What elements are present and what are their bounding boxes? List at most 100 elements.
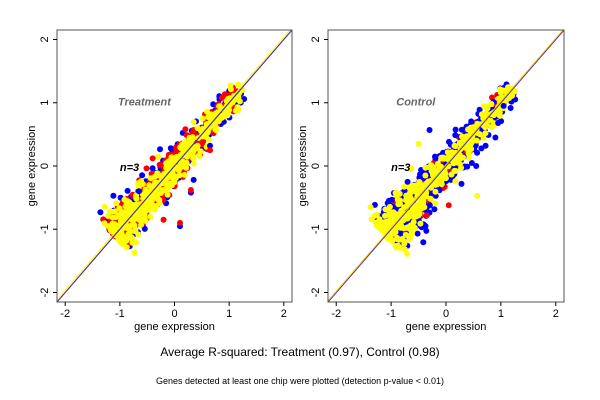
- data-point: [154, 194, 161, 200]
- data-point: [436, 162, 443, 169]
- data-point: [452, 178, 459, 185]
- data-point: [408, 231, 415, 238]
- y-tick-label: -2: [39, 288, 51, 298]
- data-point: [456, 151, 463, 158]
- outlier-point: [445, 202, 452, 209]
- data-point: [408, 165, 415, 172]
- x-tick-label: 0: [171, 308, 177, 320]
- data-point: [120, 233, 127, 240]
- outlier-point: [176, 219, 183, 226]
- data-point: [468, 118, 475, 125]
- data-point: [381, 219, 388, 226]
- data-point: [430, 172, 437, 179]
- data-point: [154, 170, 161, 177]
- data-point: [111, 208, 118, 215]
- x-tick-label: -1: [115, 308, 125, 320]
- data-point: [157, 146, 163, 153]
- data-point: [130, 216, 137, 223]
- outlier-point: [423, 212, 430, 219]
- y-tick-label: 2: [39, 36, 51, 42]
- data-point: [381, 212, 388, 219]
- y-tick-label: 1: [310, 100, 322, 106]
- data-point: [432, 188, 439, 195]
- data-point: [452, 132, 459, 139]
- y-axis-title: gene expression: [297, 126, 309, 207]
- x-tick-label: 1: [226, 308, 232, 320]
- data-point: [417, 171, 423, 178]
- y-tick-label: 0: [39, 163, 51, 169]
- data-point: [236, 89, 243, 96]
- data-point: [446, 138, 452, 145]
- data-point: [406, 197, 413, 204]
- r-squared-caption: Average R-squared: Treatment (0.97), Con…: [160, 345, 440, 359]
- data-point: [405, 223, 412, 230]
- data-point: [400, 217, 407, 224]
- plot-area: [57, 30, 292, 302]
- data-point: [400, 225, 407, 232]
- data-point: [124, 187, 131, 194]
- data-point: [511, 88, 518, 95]
- data-point: [405, 209, 412, 216]
- data-point: [403, 192, 410, 199]
- outlier-point: [149, 155, 156, 162]
- data-point: [387, 234, 394, 241]
- x-tick-label: -2: [331, 308, 341, 320]
- data-point: [146, 205, 153, 211]
- outlier-point: [474, 192, 481, 199]
- data-point: [397, 200, 403, 207]
- outlier-point: [473, 163, 480, 169]
- data-point: [423, 227, 430, 234]
- data-point: [396, 236, 403, 243]
- data-point: [417, 220, 424, 227]
- data-point: [420, 239, 427, 246]
- data-point: [117, 221, 124, 228]
- data-point: [391, 229, 398, 235]
- y-tick-label: 2: [310, 36, 322, 42]
- data-point: [179, 158, 186, 165]
- data-point: [378, 227, 385, 234]
- data-point: [125, 235, 132, 241]
- data-point: [376, 216, 383, 223]
- data-point: [123, 244, 130, 251]
- data-point: [458, 126, 465, 133]
- data-point: [466, 154, 473, 161]
- data-point: [182, 126, 189, 133]
- data-point: [113, 200, 120, 207]
- data-point: [482, 142, 489, 149]
- data-point: [373, 220, 380, 227]
- data-point: [438, 177, 445, 184]
- data-point: [414, 193, 421, 200]
- y-tick-label: 1: [39, 100, 51, 106]
- data-point: [497, 89, 504, 96]
- data-point: [414, 201, 421, 208]
- data-point: [392, 243, 399, 250]
- data-point: [147, 213, 154, 220]
- data-point: [124, 198, 131, 205]
- data-point: [155, 153, 162, 160]
- data-point: [224, 112, 231, 119]
- data-point: [484, 105, 491, 112]
- data-point: [458, 180, 465, 187]
- panel-control: -2 -1 0 1 2 -2 -1 0 1 2 gene expression gene expres…: [297, 29, 565, 333]
- data-point: [130, 221, 137, 228]
- data-point: [105, 213, 112, 219]
- data-point: [422, 172, 429, 179]
- data-point: [394, 196, 401, 203]
- y-tick-label: -1: [310, 224, 322, 234]
- data-point: [451, 167, 458, 174]
- data-point: [430, 166, 436, 173]
- data-point: [115, 212, 122, 219]
- x-tick-label: -1: [386, 308, 396, 320]
- data-point: [482, 124, 489, 131]
- data-point: [401, 183, 408, 190]
- series-chip-pair-3: [101, 81, 246, 256]
- data-point: [236, 98, 243, 105]
- data-point: [414, 230, 421, 237]
- data-point: [371, 201, 378, 208]
- y-tick-label: -2: [310, 288, 322, 298]
- data-point: [97, 209, 104, 216]
- data-point: [111, 224, 118, 231]
- data-point: [402, 231, 409, 238]
- panel-title: Treatment: [118, 96, 172, 108]
